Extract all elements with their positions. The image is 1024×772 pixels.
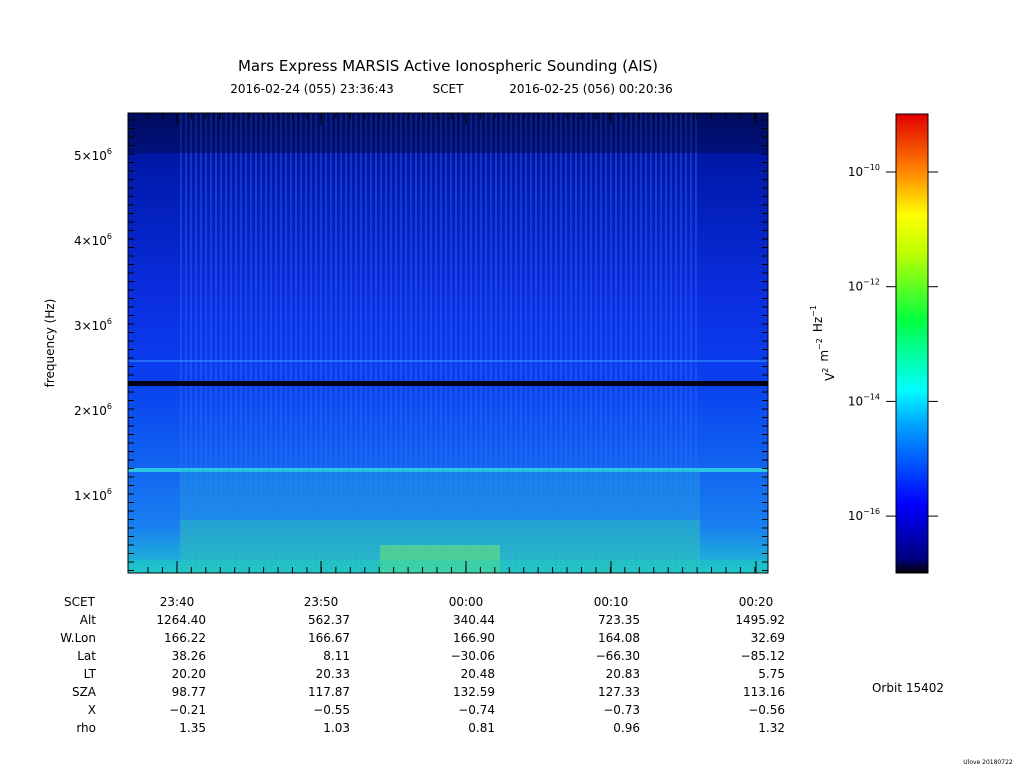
y-tick-label-exp: 6 <box>107 147 112 156</box>
x-tick-label: 00:20 <box>739 595 774 609</box>
ephemeris-value: 1.35 <box>179 721 206 735</box>
y-tick-label: 2×106 <box>74 402 112 418</box>
ephemeris-label: LT <box>84 667 97 681</box>
x-tick-label: 23:50 <box>304 595 339 609</box>
colorbar-tick-label-exp: −14 <box>863 392 880 401</box>
colorbar-tick-label-exp: −10 <box>863 163 880 172</box>
y-tick-label-exp: 6 <box>107 232 112 241</box>
y-tick-label-base: 1×10 <box>74 489 107 503</box>
colorbar-tick-label-base: 10 <box>848 165 863 179</box>
orbit: Orbit 15402 <box>872 681 944 695</box>
y-tick-label-base: 2×10 <box>74 404 107 418</box>
colorbar-label-exp: −2 <box>815 338 824 350</box>
ephemeris-value: 1264.40 <box>156 613 206 627</box>
y-tick-label: 3×106 <box>74 317 112 333</box>
y-tick-label-base: 4×10 <box>74 234 107 248</box>
colorbar <box>895 113 929 574</box>
ephemeris-label: Lat <box>77 649 96 663</box>
ephemeris-label: SCET <box>64 595 96 609</box>
x-tick-label: 00:10 <box>594 595 629 609</box>
ephemeris-value: 127.33 <box>598 685 640 699</box>
y-axis-label: frequency (Hz) <box>43 299 57 388</box>
colorbar-tick-label: 10−12 <box>848 278 880 294</box>
y-tick-label-base: 5×10 <box>74 149 107 163</box>
title: Mars Express MARSIS Active Ionospheric S… <box>238 57 658 75</box>
colorbar-tick-label-base: 10 <box>848 509 863 523</box>
colorbar-label-unit: m <box>817 350 831 362</box>
ephemeris-value: 1495.92 <box>735 613 785 627</box>
colorbar-tick-label-base: 10 <box>848 394 863 408</box>
colorbar-label-unit: Hz <box>811 317 825 332</box>
ephemeris-label: Alt <box>80 613 97 627</box>
ephemeris-value: 340.44 <box>453 613 495 627</box>
colorbar-tick-label: 10−14 <box>848 392 880 408</box>
ephemeris-value: −66.30 <box>596 649 640 663</box>
spectrogram <box>127 112 769 574</box>
ephemeris-value: 166.90 <box>453 631 495 645</box>
ephemeris-value: 38.26 <box>172 649 206 663</box>
x-tick-label: 23:40 <box>160 595 195 609</box>
y-tick-label-exp: 6 <box>107 487 112 496</box>
colorbar-tick-label: 10−10 <box>848 163 880 179</box>
ephemeris-value: −0.73 <box>603 703 640 717</box>
ephemeris-value: 20.83 <box>606 667 640 681</box>
colorbar-label-unit: V <box>823 372 837 381</box>
ephemeris-value: −30.06 <box>451 649 495 663</box>
colorbar-tick-label-exp: −12 <box>863 278 880 287</box>
colorbar-label-exp: −1 <box>809 305 818 317</box>
ephemeris-value: 166.22 <box>164 631 206 645</box>
ephemeris-label: SZA <box>72 685 97 699</box>
ephemeris-value: 98.77 <box>172 685 206 699</box>
x-tick-label: 00:00 <box>449 595 484 609</box>
ephemeris-value: 0.81 <box>468 721 495 735</box>
ephemeris-label: X <box>88 703 96 717</box>
colorbar-tick-label-exp: −16 <box>863 507 880 516</box>
ephemeris-label: rho <box>76 721 96 735</box>
ephemeris-value: 8.11 <box>323 649 350 663</box>
y-tick-label: 1×106 <box>74 487 112 503</box>
ephemeris-value: 20.48 <box>461 667 495 681</box>
ephemeris-value: 164.08 <box>598 631 640 645</box>
start-time: 2016-02-24 (055) 23:36:43 <box>230 82 394 96</box>
colorbar-label-exp: 2 <box>821 368 830 373</box>
ephemeris-value: 1.32 <box>758 721 785 735</box>
ephemeris-value: 1.03 <box>323 721 350 735</box>
y-tick-label: 5×106 <box>74 147 112 163</box>
colorbar-tick-label: 10−16 <box>848 507 880 523</box>
colorbar-tick-label-base: 10 <box>848 280 863 294</box>
ephemeris-value: 0.96 <box>613 721 640 735</box>
ephemeris-value: 723.35 <box>598 613 640 627</box>
ephemeris-value: −85.12 <box>741 649 785 663</box>
ephemeris-value: 132.59 <box>453 685 495 699</box>
ephemeris-value: 166.67 <box>308 631 350 645</box>
ephemeris-value: 117.87 <box>308 685 350 699</box>
colorbar-label: V2 m−2 Hz−1 <box>809 305 837 381</box>
ephemeris-value: 20.33 <box>316 667 350 681</box>
ephemeris-value: 32.69 <box>751 631 785 645</box>
credit: Ulove 20180722 <box>963 759 1013 766</box>
y-tick-label-exp: 6 <box>107 402 112 411</box>
ephemeris-value: 562.37 <box>308 613 350 627</box>
end-time: 2016-02-25 (056) 00:20:36 <box>509 82 673 96</box>
ephemeris-value: 20.20 <box>172 667 206 681</box>
y-tick-label-base: 3×10 <box>74 319 107 333</box>
ephemeris-value: −0.21 <box>169 703 206 717</box>
timescale: SCET <box>433 82 465 96</box>
y-tick-label: 4×106 <box>74 232 112 248</box>
y-tick-label-exp: 6 <box>107 317 112 326</box>
ephemeris-value: −0.56 <box>748 703 785 717</box>
ephemeris-value: −0.74 <box>458 703 495 717</box>
ephemeris-value: 5.75 <box>758 667 785 681</box>
ephemeris-value: −0.55 <box>313 703 350 717</box>
ephemeris-value: 113.16 <box>743 685 785 699</box>
ephemeris-label: W.Lon <box>60 631 96 645</box>
